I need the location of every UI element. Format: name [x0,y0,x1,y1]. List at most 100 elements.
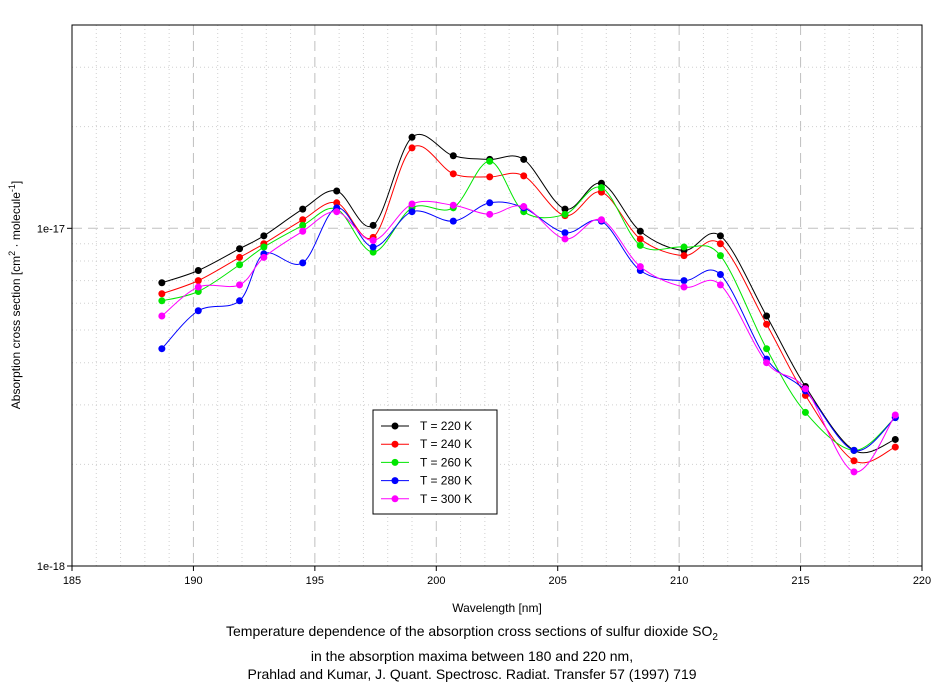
x-tick-label: 205 [549,575,567,587]
series-line [161,201,896,451]
data-point [891,443,899,451]
data-point [299,259,307,267]
figure-caption: Temperature dependence of the absorption… [0,622,944,683]
data-point [333,187,341,195]
x-tick-label: 195 [306,575,324,587]
data-point [449,152,457,160]
data-point [763,320,771,328]
data-point [891,435,899,443]
series-line [161,145,896,464]
data-point [716,270,724,278]
data-point [333,208,341,216]
data-point [260,243,268,251]
legend-marker [391,477,399,485]
data-point [680,277,688,285]
data-point [260,232,268,240]
data-point [801,408,809,416]
data-point [597,184,605,192]
axis-ticks: 185 190 195 200 205 210 215 220 1e-18 1e-17 [37,223,931,587]
data-point [716,240,724,248]
data-point [486,199,494,207]
data-point [408,208,416,216]
data-point [194,307,202,315]
data-point [194,283,202,291]
data-point [158,312,166,320]
data-point [636,235,644,243]
data-point [763,359,771,367]
x-tick-label: 200 [427,575,445,587]
data-point [449,170,457,178]
y-tick-label: 1e-18 [37,561,65,573]
data-point [236,261,244,269]
data-point [158,290,166,298]
data-point [449,217,457,225]
data-point [561,205,569,213]
data-point [636,263,644,271]
legend-entry: T = 220 K [420,419,472,433]
data-point [299,205,307,213]
data-point [680,243,688,251]
data-point [158,297,166,305]
chart: 185 190 195 200 205 210 215 220 1e-18 1e-17 Wavel… [7,24,931,615]
data-point [680,252,688,260]
data-point [236,297,244,305]
plot-frame [71,24,923,567]
data-point [408,133,416,141]
legend-marker [391,495,399,503]
x-axis-label: Wavelength [nm] [452,601,542,615]
data-point [369,243,377,251]
data-point [333,199,341,207]
data-point [716,232,724,240]
legend-entry: T = 300 K [420,492,472,506]
x-tick-label: 185 [63,575,81,587]
caption-line-3: Prahlad and Kumar, J. Quant. Spectrosc. … [247,665,697,682]
data-point [850,468,858,476]
data-point [449,201,457,209]
data-point [520,203,528,211]
data-point [236,245,244,253]
data-point [158,345,166,353]
data-point [763,345,771,353]
x-tick-label: 215 [791,575,809,587]
data-point [486,173,494,181]
series-layer [158,133,899,476]
data-point [369,248,377,256]
data-point [236,253,244,261]
data-point [561,210,569,218]
legend-marker [391,440,399,448]
data-point [636,227,644,235]
data-point [194,277,202,285]
data-point [891,411,899,419]
caption-line-2: in the absorption maxima between 180 and… [310,647,634,664]
x-tick-label: 220 [913,575,931,587]
data-point [486,157,494,165]
legend-entry: T = 260 K [420,455,472,469]
y-axis-label: Absorption cross section [cm2 · molecule… [7,181,23,409]
data-point [716,252,724,260]
legend-marker [391,422,399,430]
data-point [520,155,528,163]
data-point [408,144,416,152]
data-point [236,281,244,289]
x-tick-label: 190 [184,575,202,587]
legend-marker [391,458,399,466]
data-point [486,210,494,218]
data-point [260,253,268,261]
data-point [716,281,724,289]
data-point [520,172,528,180]
data-point [158,279,166,287]
data-point [561,229,569,237]
data-point [850,446,858,454]
data-point [561,235,569,243]
caption-line-1: Temperature dependence of the absorption… [226,623,718,643]
data-point [369,221,377,229]
legend-entry: T = 240 K [420,437,472,451]
y-tick-label: 1e-17 [37,223,65,235]
data-point [408,200,416,208]
data-point [194,267,202,275]
data-point [299,227,307,235]
data-point [299,221,307,229]
series-line [161,160,896,451]
data-point [763,312,771,320]
data-point [369,237,377,245]
